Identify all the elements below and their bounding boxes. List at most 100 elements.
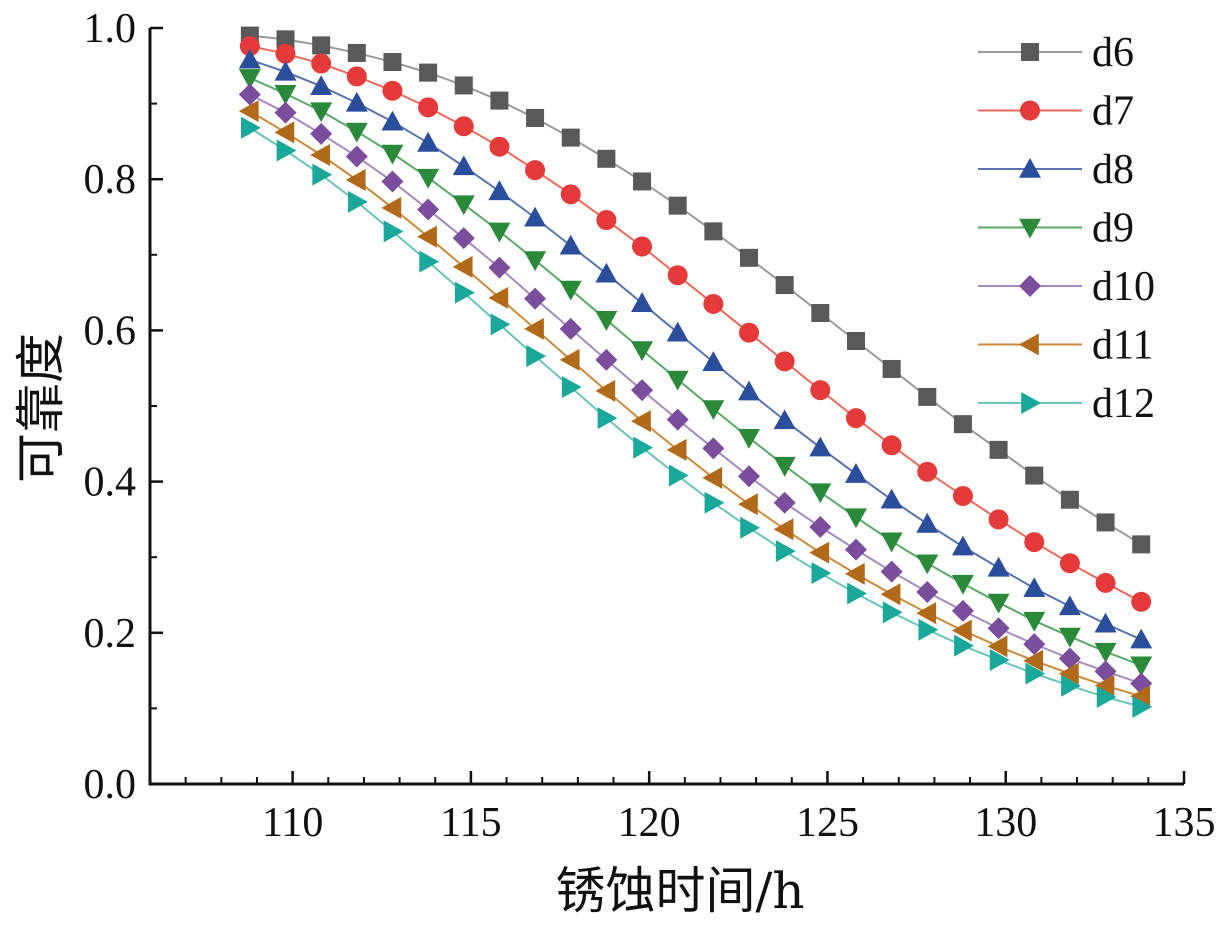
data-point-d7 (346, 66, 367, 87)
x-tick-label: 130 (974, 800, 1037, 846)
data-point-d6 (846, 331, 865, 350)
data-point-d8 (1058, 595, 1081, 616)
data-point-d12 (918, 618, 939, 641)
data-point-d12 (597, 407, 618, 430)
data-point-d8 (524, 206, 547, 227)
data-point-d8 (310, 75, 333, 96)
x-tick-label: 135 (1153, 800, 1216, 846)
legend-item-d12: d12 (978, 381, 1155, 427)
data-point-d12 (668, 464, 689, 487)
series-d11 (238, 100, 1151, 708)
legend-marker (1019, 158, 1041, 178)
data-point-d12 (312, 163, 333, 186)
data-point-d10 (1058, 647, 1081, 670)
data-point-d8 (1130, 628, 1153, 649)
data-point-d11 (452, 255, 473, 278)
data-point-d10 (310, 122, 333, 145)
data-point-d6 (775, 276, 794, 295)
x-tick-label: 110 (262, 800, 323, 846)
data-point-d6 (454, 76, 473, 95)
data-point-d6 (811, 304, 830, 323)
data-point-d9 (310, 102, 333, 123)
data-point-d7 (560, 184, 581, 205)
data-point-d11 (1058, 662, 1079, 685)
legend-label: d6 (1092, 30, 1134, 76)
series-d6 (240, 26, 1151, 554)
data-point-d6 (668, 196, 687, 215)
legend-label: d9 (1092, 206, 1134, 252)
data-point-d10 (880, 560, 903, 583)
data-point-d8 (738, 380, 761, 401)
data-point-d6 (953, 415, 972, 434)
data-point-d8 (951, 535, 974, 556)
data-point-d7 (1131, 591, 1152, 612)
data-point-d8 (345, 91, 368, 112)
legend-marker (1020, 100, 1040, 121)
data-point-d9 (916, 554, 939, 575)
data-point-d8 (916, 512, 939, 533)
y-tick-label: 0.6 (84, 308, 137, 354)
data-point-d6 (1132, 535, 1151, 554)
series-d12 (241, 116, 1153, 718)
data-point-d9 (666, 370, 689, 391)
data-point-d10 (738, 465, 761, 488)
data-point-d7 (810, 380, 831, 401)
data-point-d10 (488, 256, 511, 279)
data-point-d6 (383, 53, 402, 72)
data-point-d6 (882, 359, 901, 378)
data-point-d7 (845, 408, 866, 429)
data-point-d8 (844, 463, 867, 483)
data-point-d8 (809, 436, 832, 457)
data-point-d12 (383, 220, 404, 243)
data-point-d9 (559, 280, 582, 301)
data-point-d11 (773, 518, 794, 541)
data-point-d6 (633, 172, 652, 191)
data-point-d9 (238, 69, 261, 89)
data-point-d7 (1024, 532, 1045, 553)
data-point-d6 (918, 387, 937, 406)
data-point-d8 (880, 488, 903, 509)
data-point-d11 (631, 410, 651, 433)
data-point-d9 (381, 144, 404, 165)
data-point-d9 (1023, 611, 1046, 632)
data-point-d10 (951, 599, 974, 622)
data-point-d9 (773, 456, 796, 477)
legend-label: d7 (1092, 89, 1134, 135)
data-point-d12 (740, 516, 761, 539)
data-point-d6 (1096, 513, 1115, 532)
data-point-d9 (595, 311, 618, 331)
data-point-d12 (775, 540, 796, 563)
data-point-d12 (1096, 686, 1117, 709)
data-point-d9 (488, 222, 511, 243)
data-point-d8 (773, 409, 796, 430)
data-point-d8 (631, 292, 654, 312)
x-tick-label: 120 (618, 800, 681, 846)
data-point-d11 (987, 635, 1008, 658)
data-point-d9 (452, 195, 475, 216)
legend-marker (1019, 333, 1039, 356)
data-point-d11 (702, 466, 723, 489)
data-point-d12 (847, 582, 867, 605)
y-tick-label: 0.0 (84, 762, 137, 808)
data-point-d6 (1060, 490, 1079, 509)
data-point-d10 (916, 580, 939, 603)
legend-label: d11 (1092, 323, 1153, 369)
data-point-d10 (666, 408, 689, 431)
legend-item-d6: d6 (978, 30, 1134, 76)
data-point-d10 (238, 83, 261, 106)
data-point-d8 (1023, 577, 1046, 597)
data-point-d10 (381, 170, 404, 193)
data-point-d7 (917, 461, 938, 482)
data-point-d7 (275, 43, 296, 64)
data-point-d7 (418, 97, 439, 118)
data-point-d8 (1094, 612, 1117, 633)
data-point-d7 (703, 293, 724, 314)
data-point-d10 (702, 437, 725, 460)
data-point-d9 (417, 168, 440, 189)
data-point-d10 (524, 287, 547, 310)
data-point-d12 (241, 116, 261, 139)
series-layer (238, 26, 1153, 718)
data-point-d12 (1132, 695, 1153, 718)
data-point-d7 (382, 80, 403, 101)
